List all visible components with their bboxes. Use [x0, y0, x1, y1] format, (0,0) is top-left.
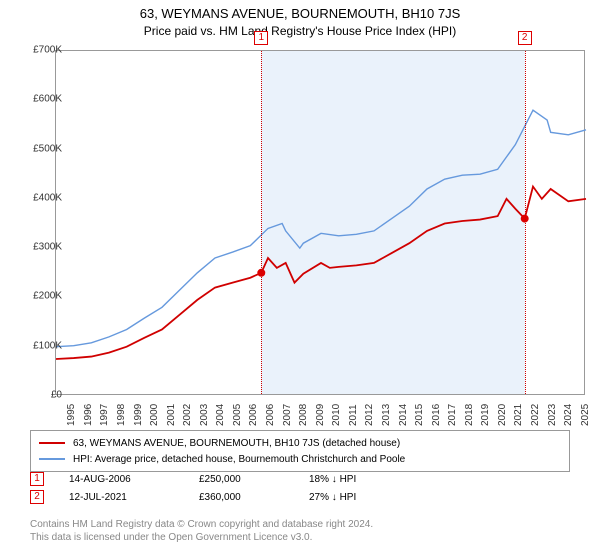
x-axis-label: 2012 — [364, 404, 375, 426]
x-axis-label: 2003 — [199, 404, 210, 426]
x-axis-label: 1996 — [83, 404, 94, 426]
x-axis-label: 2000 — [149, 404, 160, 426]
chart-svg — [56, 51, 584, 394]
table-note: 27% ↓ HPI — [309, 492, 409, 503]
legend-box: 63, WEYMANS AVENUE, BOURNEMOUTH, BH10 7J… — [30, 430, 570, 472]
series-line — [56, 187, 586, 359]
y-axis-label: £500K — [33, 143, 62, 154]
legend-swatch — [39, 458, 65, 460]
x-axis-label: 2025 — [580, 404, 591, 426]
x-axis-label: 1995 — [66, 404, 77, 426]
table-date: 12-JUL-2021 — [69, 492, 199, 503]
x-axis-label: 2004 — [215, 404, 226, 426]
x-axis-label: 2016 — [431, 404, 442, 426]
x-axis-label: 2006 — [265, 404, 276, 426]
x-axis-label: 2024 — [563, 404, 574, 426]
x-axis-label: 1998 — [116, 404, 127, 426]
x-axis-label: 2018 — [464, 404, 475, 426]
x-axis-label: 2019 — [480, 404, 491, 426]
footer-line-2: This data is licensed under the Open Gov… — [30, 531, 373, 544]
chart-plot-area: 12 — [55, 50, 585, 395]
footer-line-1: Contains HM Land Registry data © Crown c… — [30, 518, 373, 531]
sale-marker-line-2 — [525, 51, 526, 394]
x-axis-label: 2013 — [381, 404, 392, 426]
y-axis-label: £200K — [33, 291, 62, 302]
x-axis-label: 2020 — [497, 404, 508, 426]
table-marker-box: 1 — [30, 472, 44, 486]
x-axis-label: 2021 — [513, 404, 524, 426]
table-marker-box: 2 — [30, 490, 44, 504]
x-axis-label: 1999 — [133, 404, 144, 426]
table-price: £250,000 — [199, 474, 309, 485]
x-axis-label: 2014 — [398, 404, 409, 426]
table-date: 14-AUG-2006 — [69, 474, 199, 485]
legend-row: 63, WEYMANS AVENUE, BOURNEMOUTH, BH10 7J… — [39, 435, 561, 451]
x-axis-label: 2022 — [530, 404, 541, 426]
chart-title: 63, WEYMANS AVENUE, BOURNEMOUTH, BH10 7J… — [0, 0, 600, 21]
legend-label: 63, WEYMANS AVENUE, BOURNEMOUTH, BH10 7J… — [73, 438, 400, 449]
y-axis-label: £600K — [33, 94, 62, 105]
legend-swatch — [39, 442, 65, 444]
table-price: £360,000 — [199, 492, 309, 503]
table-row: 2 12-JUL-2021£360,00027% ↓ HPI — [30, 488, 409, 506]
x-axis-label: 2008 — [298, 404, 309, 426]
legend-row: HPI: Average price, detached house, Bour… — [39, 451, 561, 467]
sale-marker-line-1 — [261, 51, 262, 394]
footer-attribution: Contains HM Land Registry data © Crown c… — [30, 518, 373, 544]
legend-label: HPI: Average price, detached house, Bour… — [73, 454, 405, 465]
y-axis-label: £0 — [51, 390, 62, 401]
x-axis-label: 2011 — [348, 404, 359, 426]
y-axis-label: £700K — [33, 45, 62, 56]
x-axis-label: 2009 — [315, 404, 326, 426]
table-note: 18% ↓ HPI — [309, 474, 409, 485]
y-axis-label: £100K — [33, 340, 62, 351]
sale-marker-box-1: 1 — [254, 31, 268, 45]
x-axis-label: 2023 — [547, 404, 558, 426]
x-axis-label: 2010 — [331, 404, 342, 426]
x-axis-label: 1997 — [99, 404, 110, 426]
series-line — [56, 110, 586, 347]
x-axis-label: 2007 — [282, 404, 293, 426]
x-axis-label: 2001 — [166, 404, 177, 426]
sales-table: 1 14-AUG-2006£250,00018% ↓ HPI 2 12-JUL-202… — [30, 470, 409, 506]
x-axis-label: 2005 — [232, 404, 243, 426]
table-row: 1 14-AUG-2006£250,00018% ↓ HPI — [30, 470, 409, 488]
x-axis-label: 2017 — [447, 404, 458, 426]
x-axis-label: 2002 — [182, 404, 193, 426]
chart-subtitle: Price paid vs. HM Land Registry's House … — [0, 21, 600, 38]
x-axis-label: 2015 — [414, 404, 425, 426]
y-axis-label: £400K — [33, 192, 62, 203]
x-axis-label: 2006 — [248, 404, 259, 426]
sale-marker-box-2: 2 — [518, 31, 532, 45]
y-axis-label: £300K — [33, 242, 62, 253]
